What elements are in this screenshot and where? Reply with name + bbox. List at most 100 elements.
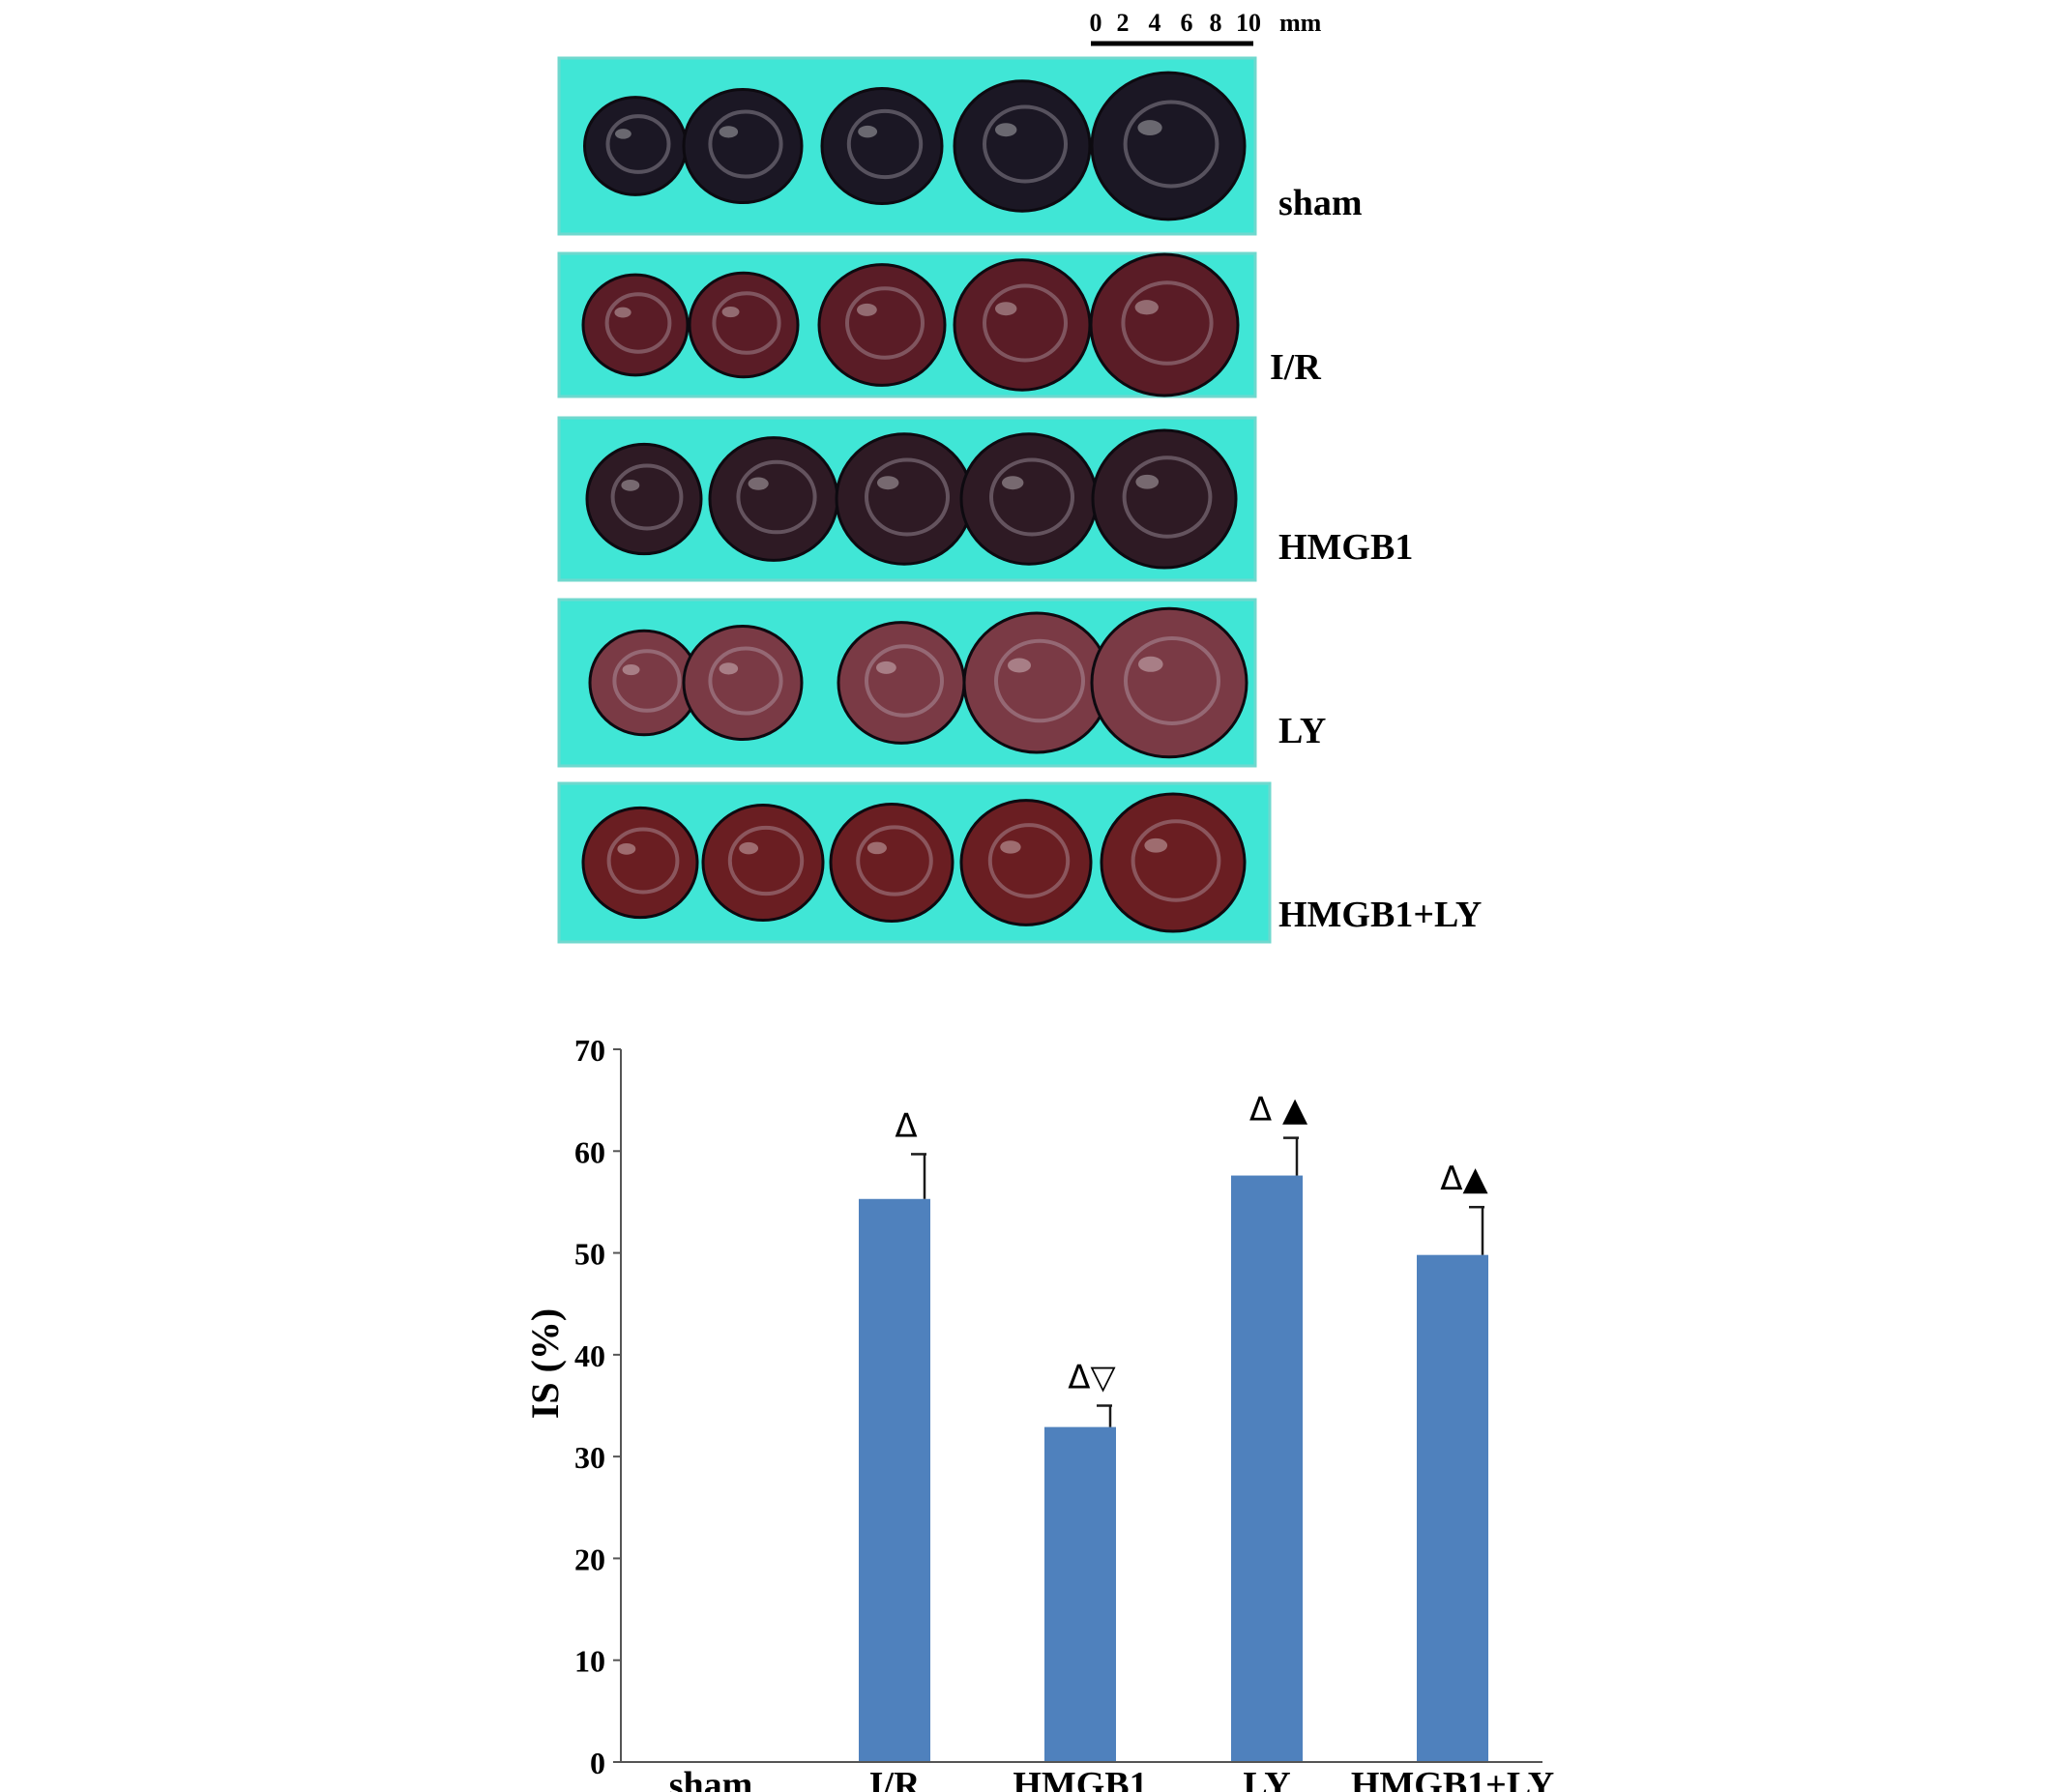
tissue-section-highlight xyxy=(995,302,1017,316)
tissue-section-highlight xyxy=(719,662,739,675)
tissue-section-inner xyxy=(610,463,684,531)
scale-tick-label: 0 xyxy=(1090,9,1102,37)
tissue-section-highlight xyxy=(748,477,769,490)
tissue-section xyxy=(1089,252,1240,397)
tissue-section-outer xyxy=(701,803,825,923)
tissue-section-inner xyxy=(1122,455,1213,539)
scale-tick-label: 8 xyxy=(1210,9,1222,37)
tissue-section xyxy=(581,273,690,377)
tissue-section-outer xyxy=(837,621,966,745)
tissue-section xyxy=(959,432,1099,566)
bar xyxy=(1231,1175,1303,1762)
y-tick-label: 70 xyxy=(574,1033,605,1068)
tissue-section-inner xyxy=(605,114,671,174)
tissue-section xyxy=(1090,606,1248,759)
tissue-section-outer xyxy=(1090,71,1247,221)
photo-row: HMGB1+LY xyxy=(557,781,1482,944)
photo-row: I/R xyxy=(557,251,1321,398)
tissue-section-highlight xyxy=(877,476,899,490)
tissue-section-highlight xyxy=(995,123,1017,137)
scale-bar: 0 2 4 6 8 10 mm xyxy=(1090,9,1322,46)
tissue-section xyxy=(708,436,839,562)
bars: Δ Δ▽ Δ ▲ Δ▲ xyxy=(859,1091,1489,1762)
tissue-section-outer xyxy=(688,271,800,379)
tissue-section-inner xyxy=(983,283,1068,363)
tissue-section-highlight xyxy=(719,126,739,138)
tissue-section-outer xyxy=(829,803,955,923)
x-tick-label: sham xyxy=(669,1765,753,1792)
y-tick-label: 10 xyxy=(574,1644,605,1679)
tissue-section xyxy=(583,96,688,196)
tissue-section xyxy=(837,621,966,745)
tissue-section-highlight xyxy=(621,479,640,491)
scale-bar-unit: mm xyxy=(1279,9,1322,37)
scale-bar-ticks: 0 2 4 6 8 10 xyxy=(1090,9,1262,37)
tissue-section-outer xyxy=(959,432,1099,566)
x-tick-label: I/R xyxy=(869,1765,921,1792)
photo-row-label: sham xyxy=(1278,183,1363,223)
tissue-section-outer xyxy=(835,432,974,566)
x-tick-label: HMGB1+LY xyxy=(1351,1765,1554,1792)
tissue-section-inner xyxy=(712,291,781,355)
tissue-section-outer xyxy=(588,629,700,737)
tissue-section-outer xyxy=(959,799,1093,926)
y-tick-label: 50 xyxy=(574,1237,605,1272)
tissue-section xyxy=(959,799,1093,926)
tissue-section-inner xyxy=(1121,280,1214,366)
tissue-section-outer xyxy=(962,611,1111,754)
photo-row-label: I/R xyxy=(1270,347,1321,388)
significance-marker: Δ▽ xyxy=(1068,1359,1116,1397)
tissue-section-highlight xyxy=(622,663,640,676)
tissue-section-highlight xyxy=(1008,658,1031,673)
tissue-section-inner xyxy=(727,825,805,896)
photo-row: LY xyxy=(557,598,1326,768)
tissue-section-outer xyxy=(682,624,804,742)
tissue-section xyxy=(701,803,825,923)
tissue-section-inner xyxy=(856,825,933,896)
tissue-section xyxy=(962,611,1111,754)
photo-row: HMGB1 xyxy=(557,416,1413,582)
scale-tick-label: 6 xyxy=(1181,9,1193,37)
significance-marker: Δ ▲ xyxy=(1249,1091,1308,1130)
tissue-section xyxy=(817,263,947,387)
tissue-section xyxy=(953,258,1092,392)
tissue-section-inner xyxy=(983,104,1068,184)
tissue-section xyxy=(1090,71,1247,221)
y-tick-label: 0 xyxy=(590,1746,605,1780)
tissue-section-highlight xyxy=(1002,476,1024,490)
y-tick-label: 20 xyxy=(574,1542,605,1576)
tissue-section-inner xyxy=(708,646,783,716)
tissue-section-inner xyxy=(846,108,924,180)
tissue-section-inner xyxy=(1124,636,1220,725)
significance-marker: Δ▲ xyxy=(1440,1160,1488,1198)
tissue-section xyxy=(688,271,800,379)
photo-row-label: HMGB1+LY xyxy=(1278,895,1482,935)
tissue-section-highlight xyxy=(1138,656,1163,672)
tissue-section-inner xyxy=(987,823,1071,898)
tissue-section-highlight xyxy=(857,303,877,316)
tissue-section-outer xyxy=(682,87,804,205)
scale-tick-label: 4 xyxy=(1149,9,1161,37)
x-tick-label: LY xyxy=(1243,1765,1290,1792)
tissue-section xyxy=(682,624,804,742)
tissue-section-outer xyxy=(1100,792,1247,933)
tissue-section-highlight xyxy=(858,125,878,138)
tissue-section-highlight xyxy=(721,306,740,318)
tissue-section-inner xyxy=(612,649,682,713)
y-axis-ticks: 0 10 20 30 40 50 60 70 xyxy=(574,1033,621,1780)
tissue-section-outer xyxy=(817,263,947,387)
tissue-section-inner xyxy=(865,457,950,537)
tissue-section xyxy=(835,432,974,566)
significance-marker: Δ xyxy=(895,1106,917,1145)
tissue-section-inner xyxy=(1131,819,1221,902)
tissue-section-highlight xyxy=(617,842,636,855)
tissue-section-outer xyxy=(581,273,690,377)
photo-panel: sham I/R HMGB1 LY HMGB1+LY xyxy=(557,56,1482,944)
y-tick-label: 60 xyxy=(574,1134,605,1169)
tissue-section xyxy=(829,803,955,923)
tissue-section-inner xyxy=(865,644,944,718)
tissue-section xyxy=(953,79,1092,213)
tissue-section-inner xyxy=(994,638,1085,723)
tissue-section-outer xyxy=(820,86,944,206)
